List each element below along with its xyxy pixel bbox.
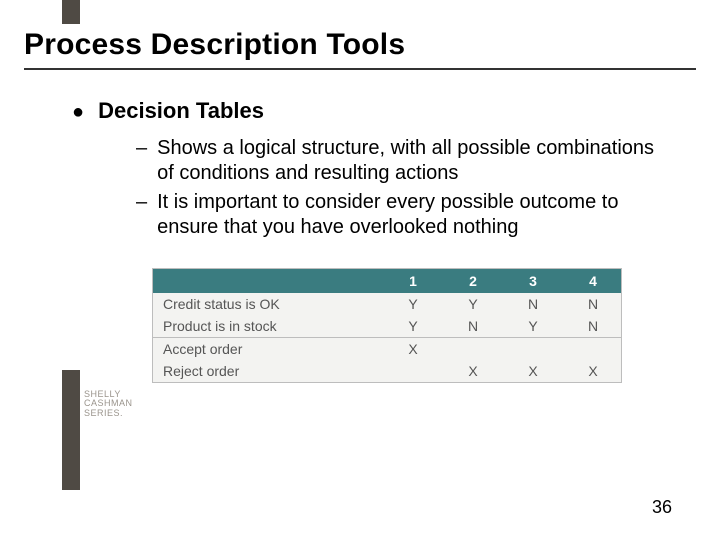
row-cell: X [383, 338, 443, 360]
sub-bullet-text: Shows a logical structure, with all poss… [157, 136, 672, 186]
table-row: Product is in stock Y N Y N [153, 315, 621, 337]
row-label: Product is in stock [153, 315, 383, 337]
row-cell [503, 338, 563, 360]
table-row: Reject order X X X [153, 360, 621, 382]
series-logo: SHELLY CASHMAN SERIES. [84, 390, 134, 418]
slide-content: Process Description Tools ● Decision Tab… [0, 0, 720, 383]
table-header-row: 1 2 3 4 [153, 269, 621, 293]
bullet-icon: ● [72, 102, 84, 122]
table-header-col: 3 [503, 269, 563, 293]
left-accent-band [62, 370, 80, 490]
row-label: Reject order [153, 360, 383, 382]
table-row: Credit status is OK Y Y N N [153, 293, 621, 315]
row-cell: Y [443, 293, 503, 315]
row-cell [443, 338, 503, 360]
row-cell: N [563, 315, 623, 337]
top-accent-band [62, 0, 80, 24]
bullet-item: ● Decision Tables [72, 98, 696, 124]
row-cell: X [563, 360, 623, 382]
table-header-col: 1 [383, 269, 443, 293]
row-cell: Y [383, 315, 443, 337]
row-cell [383, 360, 443, 382]
row-cell: N [443, 315, 503, 337]
row-cell: Y [503, 315, 563, 337]
row-cell: Y [383, 293, 443, 315]
row-cell: X [503, 360, 563, 382]
table-body: Credit status is OK Y Y N N Product is i… [153, 293, 621, 382]
sub-bullet-item: – Shows a logical structure, with all po… [136, 136, 672, 186]
table-row: Accept order X [153, 337, 621, 360]
table-header-blank [153, 269, 383, 293]
slide-title: Process Description Tools [24, 28, 696, 70]
sub-bullet-item: – It is important to consider every poss… [136, 190, 672, 240]
decision-table: 1 2 3 4 Credit status is OK Y Y N N Prod… [152, 268, 622, 383]
row-cell: X [443, 360, 503, 382]
page-number: 36 [652, 497, 672, 518]
dash-icon: – [136, 136, 147, 161]
table-header-col: 4 [563, 269, 623, 293]
row-cell: N [503, 293, 563, 315]
sub-bullet-text: It is important to consider every possib… [157, 190, 672, 240]
logo-line-3: SERIES. [84, 409, 134, 418]
table-header-col: 2 [443, 269, 503, 293]
row-label: Credit status is OK [153, 293, 383, 315]
row-label: Accept order [153, 338, 383, 360]
dash-icon: – [136, 190, 147, 215]
bullet-label: Decision Tables [98, 98, 264, 124]
row-cell [563, 338, 623, 360]
sub-bullet-list: – Shows a logical structure, with all po… [136, 136, 672, 240]
row-cell: N [563, 293, 623, 315]
